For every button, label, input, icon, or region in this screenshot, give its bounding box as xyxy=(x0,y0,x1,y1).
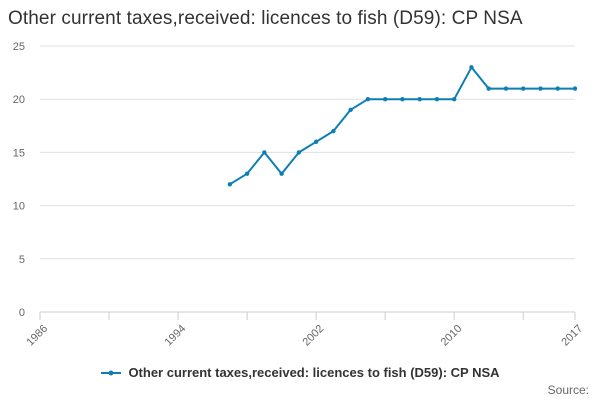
data-point[interactable] xyxy=(244,171,250,176)
y-tick-label: 15 xyxy=(13,147,25,159)
data-point[interactable] xyxy=(313,139,319,144)
data-point[interactable] xyxy=(521,86,526,91)
legend-line-marker-icon xyxy=(101,370,122,375)
data-point[interactable] xyxy=(227,182,233,187)
data-point[interactable] xyxy=(262,150,267,155)
x-tick-label: 2017 xyxy=(559,323,585,349)
data-point[interactable] xyxy=(538,86,543,91)
series-layer xyxy=(227,65,578,187)
data-point[interactable] xyxy=(296,150,302,155)
source-label: Source: xyxy=(547,383,589,397)
chart-title: Other current taxes,received: licences t… xyxy=(8,8,523,29)
x-tick-label: 2002 xyxy=(301,323,327,349)
data-point[interactable] xyxy=(486,86,491,91)
data-point[interactable] xyxy=(434,97,440,102)
x-tick-label: 1986 xyxy=(24,323,50,349)
data-point[interactable] xyxy=(348,107,353,113)
y-tick-label: 20 xyxy=(13,94,25,106)
data-point[interactable] xyxy=(451,97,457,102)
y-tick-label: 10 xyxy=(13,201,25,213)
legend: Other current taxes,received: licences t… xyxy=(0,365,600,380)
data-point[interactable] xyxy=(279,171,284,176)
data-point[interactable] xyxy=(417,97,422,102)
legend-label: Other current taxes,received: licences t… xyxy=(128,365,500,380)
x-tick-label: 2010 xyxy=(439,323,465,349)
y-tick-label: 5 xyxy=(19,254,25,266)
data-point[interactable] xyxy=(469,65,474,70)
data-point[interactable] xyxy=(382,97,388,102)
y-tick-label: 25 xyxy=(13,41,25,53)
series-line xyxy=(229,66,575,186)
y-tick-label: 0 xyxy=(19,307,25,319)
data-point[interactable] xyxy=(572,86,578,91)
legend-item[interactable]: Other current taxes,received: licences t… xyxy=(100,365,500,380)
data-point[interactable] xyxy=(400,97,405,102)
x-tick-label: 1994 xyxy=(162,323,188,349)
data-point[interactable] xyxy=(555,86,560,91)
axes: 0 5 10 15 20 25 1986 1994 2002 2010 2017 xyxy=(13,41,585,349)
data-point[interactable] xyxy=(331,128,336,134)
data-point[interactable] xyxy=(503,86,509,91)
data-point[interactable] xyxy=(365,97,371,102)
grid-lines xyxy=(40,45,575,313)
